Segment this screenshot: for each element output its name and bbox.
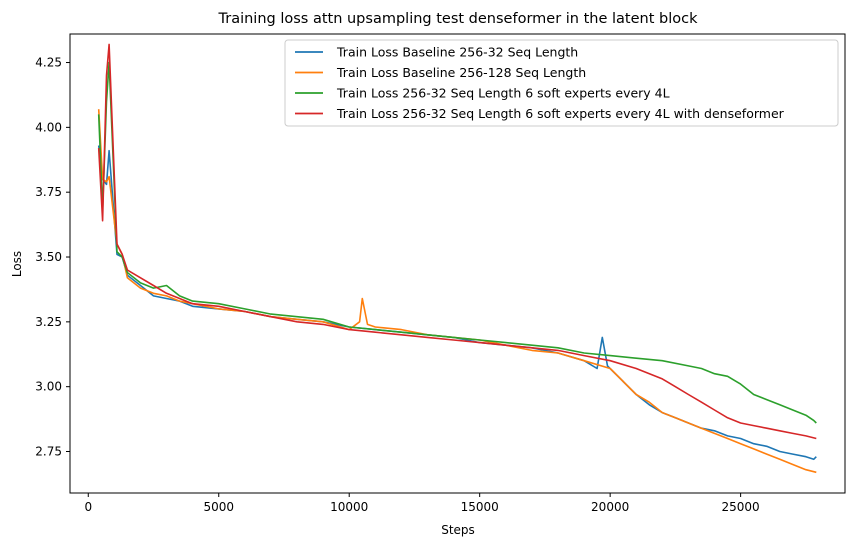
legend-entry-label: Train Loss 256-32 Seq Length 6 soft expe… [336, 106, 785, 121]
x-tick-label: 25000 [722, 500, 760, 514]
x-tick-label: 15000 [461, 500, 499, 514]
legend-entry-label: Train Loss Baseline 256-32 Seq Length [336, 45, 578, 60]
x-tick-label: 10000 [330, 500, 368, 514]
plot-area [69, 33, 846, 494]
chart-title: Training loss attn upsampling test dense… [218, 11, 699, 27]
x-axis-ticks: 0 5000 10000 15000 20000 25000 [84, 493, 760, 514]
legend: Train Loss Baseline 256-32 Seq Length Tra… [284, 39, 839, 127]
series-line-2 [97, 109, 817, 474]
legend-entry-label: Train Loss Baseline 256-128 Seq Length [336, 65, 586, 80]
x-tick-label: 5000 [203, 500, 234, 514]
y-tick-label: 4.25 [35, 56, 62, 70]
series-line-3 [97, 61, 817, 424]
y-tick-label: 2.75 [35, 445, 62, 459]
series-line-4 [97, 43, 817, 440]
y-tick-label: 3.75 [35, 185, 62, 199]
legend-entry-label: Train Loss 256-32 Seq Length 6 soft expe… [336, 86, 670, 101]
y-tick-label: 3.25 [35, 315, 62, 329]
y-tick-label: 3.00 [35, 380, 62, 394]
y-tick-label: 4.00 [35, 120, 62, 134]
y-axis-ticks: 2.75 3.00 3.25 3.50 3.75 4.00 4.25 [35, 56, 70, 459]
x-tick-label: 0 [84, 500, 92, 514]
x-axis-label: Steps [441, 523, 475, 537]
series-lines [97, 43, 817, 474]
y-axis-label: Loss [10, 251, 24, 277]
legend-box [284, 39, 839, 127]
y-tick-label: 3.50 [35, 250, 62, 264]
x-tick-label: 20000 [591, 500, 629, 514]
